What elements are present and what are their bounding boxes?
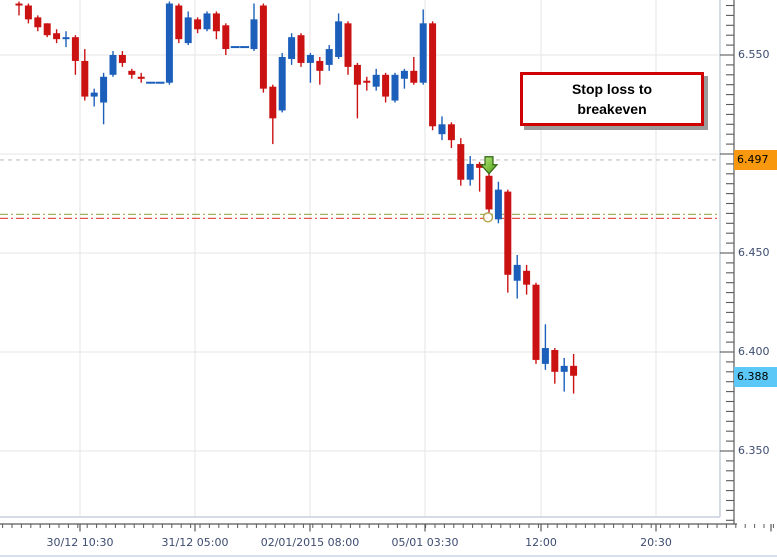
candle-body	[194, 19, 202, 30]
candle-body	[316, 60, 324, 71]
candle-body	[278, 56, 286, 111]
candle-body	[269, 86, 277, 119]
candle-body	[372, 74, 380, 87]
price-axis-ticks	[720, 4, 734, 521]
candle-body	[391, 74, 399, 101]
candle-body	[429, 23, 437, 127]
candle-body	[335, 21, 343, 57]
annotation-box[interactable]: Stop loss to breakeven	[520, 72, 704, 126]
candle-body	[128, 70, 136, 75]
candle-body	[184, 17, 192, 44]
candle-body	[118, 55, 126, 63]
candle-body	[560, 365, 568, 372]
candle-body	[203, 13, 211, 30]
candle-body	[400, 70, 408, 79]
time-axis-label: 31/12 05:00	[161, 536, 229, 549]
time-axis-ticks	[2, 524, 774, 532]
candle-flat	[240, 46, 250, 49]
candle-body	[494, 189, 502, 220]
annotation-line2: breakeven	[577, 101, 647, 117]
candle-body	[513, 264, 521, 281]
candle-body	[212, 13, 220, 32]
candle-body	[306, 55, 314, 63]
candle-flat	[146, 81, 156, 84]
candle-body	[165, 3, 173, 83]
candle-body	[34, 17, 42, 28]
down-arrow-marker[interactable]	[479, 156, 499, 175]
candle-body	[570, 365, 578, 376]
candle-body	[541, 348, 549, 364]
candle-body	[466, 163, 474, 180]
candle-body	[551, 350, 559, 372]
current-price-tag: 6.388	[734, 366, 777, 387]
candle-body	[62, 37, 70, 40]
candle-flat	[155, 81, 165, 84]
candle-body	[363, 80, 371, 83]
candle-body	[250, 19, 258, 50]
price-axis-label: 6.450	[738, 246, 770, 259]
candle-body	[81, 60, 89, 97]
candle-body	[476, 163, 484, 168]
candle-body	[175, 5, 183, 40]
candle-body	[222, 25, 230, 50]
candle-flat	[230, 46, 240, 49]
candle-body	[137, 76, 145, 79]
candle-body	[24, 5, 32, 20]
time-axis-label: 05/01 03:30	[391, 536, 459, 549]
price-axis-label: 6.350	[738, 444, 770, 457]
candle-body	[109, 55, 117, 75]
time-axis-label: 30/12 10:30	[46, 536, 114, 549]
candle-body	[344, 23, 352, 67]
annotation-line1: Stop loss to	[571, 81, 653, 97]
candle-body	[297, 35, 305, 63]
candle-body	[71, 37, 79, 61]
candle-body	[485, 175, 493, 210]
axes	[0, 0, 737, 525]
candles	[15, 1, 578, 394]
price-axis-label: 6.400	[738, 345, 770, 358]
candle-body	[438, 124, 446, 135]
stop-loss-price-tag[interactable]: 6.497	[734, 149, 777, 170]
candle-body	[15, 3, 23, 6]
trade-entry-marker[interactable]	[482, 212, 494, 223]
plot-border	[0, 0, 721, 518]
candle-body	[410, 70, 418, 83]
candle-body	[53, 33, 61, 40]
candle-body	[43, 23, 51, 36]
candle-body	[90, 92, 98, 97]
candle-body	[532, 284, 540, 360]
candle-body	[100, 76, 108, 103]
candle-body	[353, 64, 361, 85]
candle-body	[325, 49, 333, 65]
time-axis-label: 02/01/2015 08:00	[260, 536, 360, 549]
candle-body	[288, 37, 296, 59]
candle-body	[504, 191, 512, 275]
candle-body	[382, 74, 390, 97]
candle-body	[447, 124, 455, 141]
price-axis-label: 6.550	[738, 48, 770, 61]
candle-body	[457, 144, 465, 180]
candle-body	[419, 23, 427, 83]
time-axis-label: 12:00	[525, 536, 557, 549]
time-axis-label: 20:30	[640, 536, 672, 549]
candle-body	[523, 270, 531, 285]
trade-level-lines	[0, 159, 720, 219]
candle-body	[259, 5, 267, 89]
